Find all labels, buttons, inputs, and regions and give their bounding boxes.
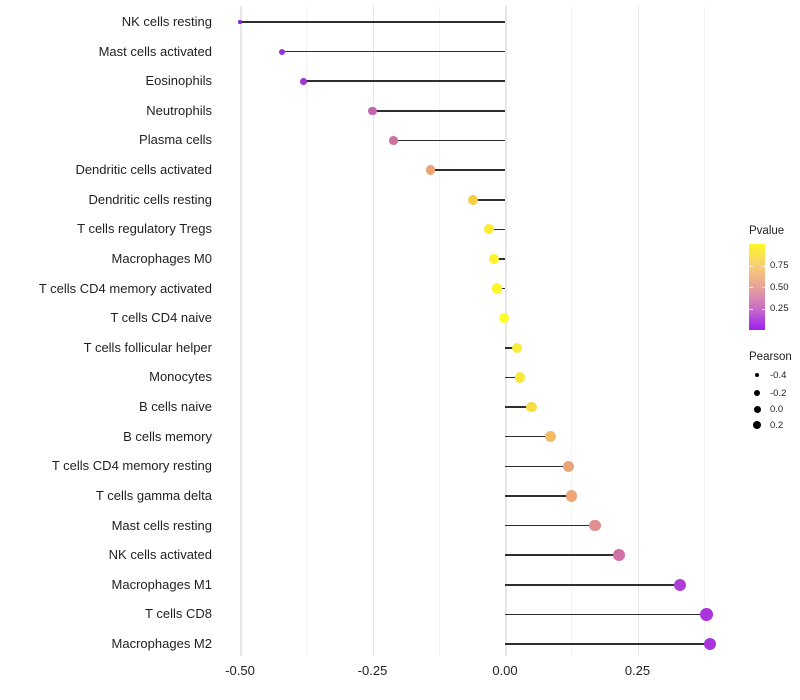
- lollipop-segment: [393, 139, 505, 142]
- pearson-legend-dot: [753, 405, 761, 413]
- colorbar-tick-mark: [761, 287, 765, 288]
- lollipop-dot: [488, 253, 499, 265]
- pearson-tick-label: 0.0: [770, 403, 784, 415]
- y-axis-category-label: T cells CD8: [145, 606, 212, 622]
- x-axis-tick-label: 0.25: [624, 663, 651, 678]
- legend-pearson-title: Pearson: [749, 351, 792, 363]
- lollipop-segment: [505, 465, 569, 468]
- lollipop-dot: [426, 165, 436, 175]
- y-axis-category-label: T cells gamma delta: [95, 487, 212, 503]
- colorbar-tick-mark: [749, 287, 753, 288]
- x-axis-tick-label: -0.50: [225, 663, 255, 678]
- lollipop-segment: [282, 50, 505, 53]
- lollipop-dot: [484, 224, 495, 235]
- lollipop-dot: [238, 20, 242, 24]
- lollipop-segment: [303, 80, 505, 83]
- lollipop-segment: [505, 435, 551, 438]
- y-axis-category-label: B cells naive: [139, 399, 212, 415]
- gridline-minor: [438, 6, 440, 656]
- y-axis-category-label: Monocytes: [149, 369, 212, 385]
- y-axis-category-label: Macrophages M2: [111, 636, 212, 652]
- pvalue-tick-label: 0.75: [770, 260, 789, 271]
- lollipop-dot: [613, 549, 625, 562]
- lollipop-dot: [389, 136, 399, 145]
- lollipop-dot: [368, 106, 377, 115]
- lollipop-dot: [279, 48, 286, 55]
- lollipop-segment: [505, 524, 596, 527]
- y-axis-category-label: Mast cells activated: [98, 43, 212, 59]
- lollipop-segment: [505, 406, 532, 408]
- y-axis-category-label: T cells CD4 naive: [110, 310, 212, 326]
- lollipop-segment: [505, 347, 518, 349]
- pvalue-colorbar: [749, 244, 765, 330]
- lollipop-dot: [565, 490, 577, 502]
- y-axis-category-label: Dendritic cells resting: [88, 191, 212, 207]
- pearson-tick-label: -0.2: [770, 387, 787, 399]
- legend-pvalue-title: Pvalue: [749, 225, 785, 237]
- lollipop-segment: [489, 228, 505, 231]
- lollipop-segment: [505, 554, 619, 556]
- y-axis-category-label: Dendritic cells activated: [75, 162, 212, 178]
- colorbar-tick-mark: [761, 265, 765, 267]
- gridline-major: [372, 6, 374, 656]
- gridline-major: [240, 6, 242, 656]
- lollipop-segment: [505, 495, 572, 497]
- y-axis-category-label: B cells memory: [123, 428, 212, 444]
- lollipop-segment: [473, 198, 505, 201]
- y-axis-category-label: NK cells resting: [121, 14, 212, 29]
- y-axis-category-label: T cells regulatory Tregs: [77, 221, 212, 237]
- y-axis-category-label: Mast cells resting: [111, 517, 212, 533]
- pvalue-tick-label: 0.50: [770, 281, 789, 293]
- lollipop-dot: [703, 637, 717, 651]
- lollipop-dot: [673, 578, 687, 591]
- colorbar-tick-mark: [749, 308, 753, 310]
- lollipop-dot: [700, 608, 713, 621]
- lollipop-segment: [505, 643, 711, 645]
- y-axis-category-label: Macrophages M0: [111, 250, 212, 266]
- pearson-legend-dot: [753, 421, 761, 429]
- y-axis-category-label: NK cells activated: [108, 547, 212, 563]
- lollipop-dot: [544, 431, 556, 443]
- lollipop-dot: [491, 283, 503, 294]
- lollipop-dot: [514, 372, 526, 383]
- pearson-legend-dot: [754, 390, 760, 396]
- gridline-minor: [703, 6, 705, 656]
- pearson-tick-label: -0.4: [770, 369, 787, 381]
- lollipop-dot: [498, 313, 510, 324]
- lollipop-dot: [526, 401, 537, 413]
- lollipop-segment: [505, 376, 520, 379]
- pvalue-tick-label: 0.25: [770, 303, 789, 314]
- colorbar-tick-mark: [761, 308, 765, 310]
- lollipop-segment: [505, 613, 707, 616]
- pearson-tick-label: 0.2: [770, 419, 784, 431]
- lollipop-segment: [505, 583, 680, 586]
- gridline-minor: [306, 6, 308, 656]
- y-axis-category-label: Macrophages M1: [111, 576, 212, 592]
- lollipop-segment: [430, 169, 505, 171]
- x-axis-tick-label: 0.00: [492, 663, 518, 678]
- lollipop-dot: [468, 194, 479, 205]
- lollipop-dot: [300, 77, 307, 85]
- y-axis-category-label: Neutrophils: [146, 102, 212, 118]
- lollipop-dot: [589, 519, 601, 532]
- y-axis-category-label: Plasma cells: [139, 132, 212, 148]
- gridline-minor: [571, 6, 573, 656]
- gridline-major: [505, 6, 507, 656]
- gridline-major: [637, 6, 639, 656]
- lollipop-segment: [372, 110, 505, 112]
- lollipop-segment: [240, 21, 505, 23]
- lollipop-segment: [493, 258, 505, 260]
- y-axis-category-label: T cells CD4 memory resting: [51, 458, 212, 474]
- y-axis-category-label: T cells CD4 memory activated: [38, 280, 212, 296]
- x-axis-tick-label: -0.25: [357, 663, 388, 678]
- lollipop-dot: [511, 342, 523, 354]
- colorbar-tick-mark: [749, 265, 753, 267]
- lollipop-dot: [563, 460, 575, 472]
- pearson-legend-dot: [754, 372, 760, 378]
- y-axis-category-label: T cells follicular helper: [83, 339, 212, 355]
- y-axis-category-label: Eosinophils: [145, 73, 213, 89]
